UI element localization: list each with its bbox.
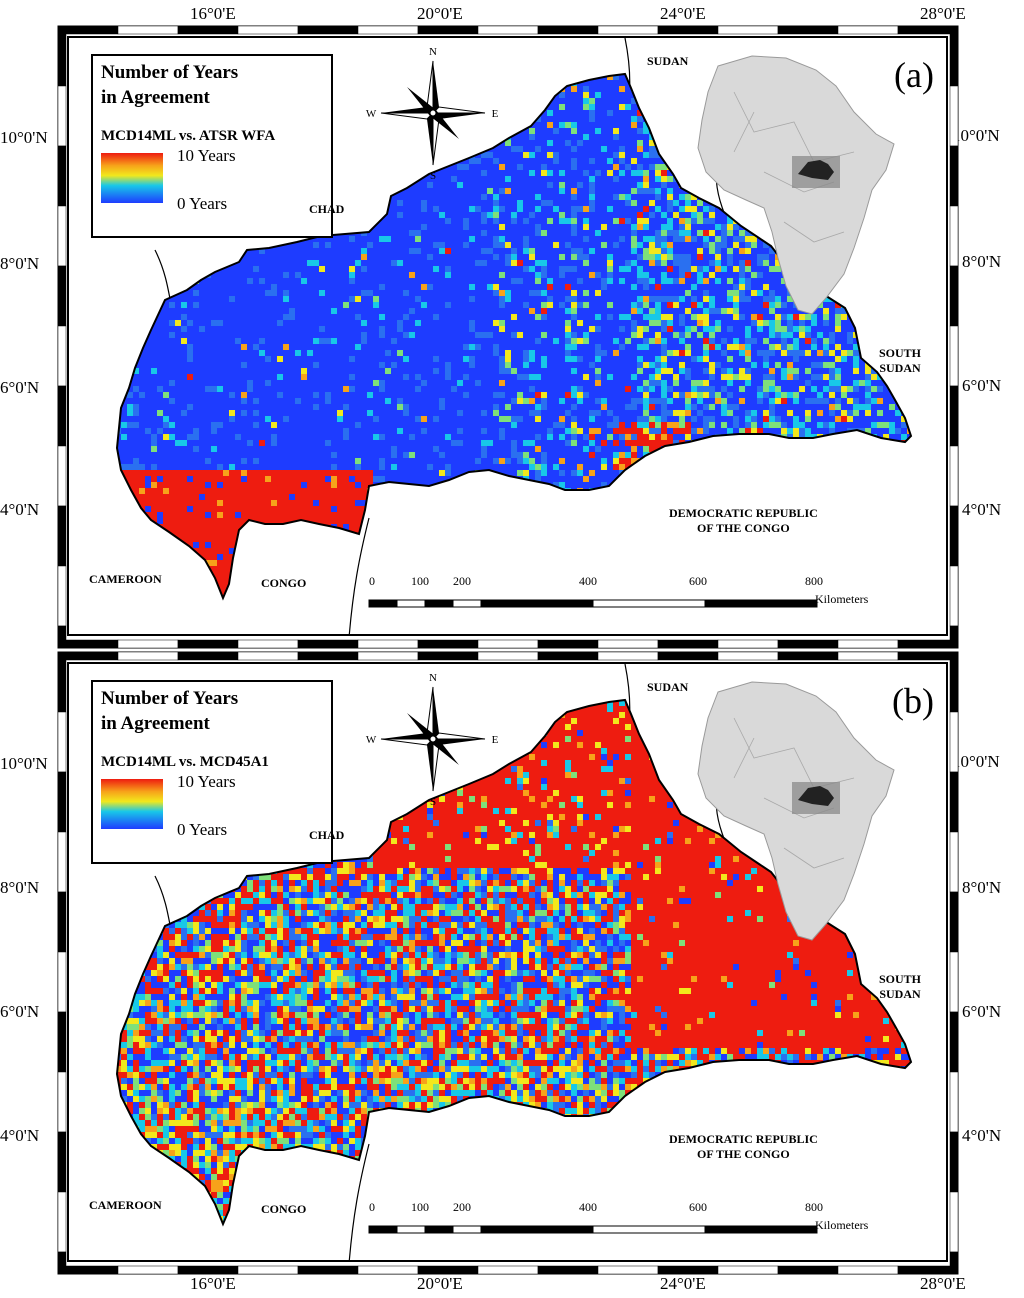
frame-panel-b bbox=[57, 651, 959, 1275]
lon-label-16: 16°0'E bbox=[190, 4, 236, 24]
lat-label-b-left-4: 4°0'N bbox=[0, 1126, 39, 1146]
lat-label-a-right-6: 6°0'N bbox=[962, 376, 1001, 396]
scale-bar-a bbox=[368, 599, 818, 608]
legend-max-a: 10 Years bbox=[177, 146, 236, 166]
lat-label-b-left-8: 8°0'N bbox=[0, 878, 39, 898]
lat-label-b-right-10: 10°0'N bbox=[952, 752, 1000, 772]
legend-title-a: Number of Years in Agreement bbox=[101, 60, 238, 110]
panel-tag-a: (a) bbox=[894, 54, 934, 96]
label-drc-a: DEMOCRATIC REPUBLIC OF THE CONGO bbox=[669, 506, 818, 536]
scale-labels-a: 0 100 200 400 600 800 Kilometers bbox=[369, 574, 929, 606]
legend-comparison-a: MCD14ML vs. ATSR WFA bbox=[101, 128, 275, 145]
lon-label-24: 24°0'E bbox=[660, 4, 706, 24]
label-drc-b: DEMOCRATIC REPUBLIC OF THE CONGO bbox=[669, 1132, 818, 1162]
lon-label-bottom-24: 24°0'E bbox=[660, 1274, 706, 1294]
lat-label-a-right-4: 4°0'N bbox=[962, 500, 1001, 520]
legend-min-b: 0 Years bbox=[177, 820, 227, 840]
lat-label-b-right-6: 6°0'N bbox=[962, 1002, 1001, 1022]
lat-label-b-left-6: 6°0'N bbox=[0, 1002, 39, 1022]
label-chad-a: CHAD bbox=[309, 202, 344, 217]
legend-color-ramp-a bbox=[101, 153, 163, 203]
legend-a: Number of Years in Agreement MCD14ML vs.… bbox=[91, 54, 333, 238]
legend-max-b: 10 Years bbox=[177, 772, 236, 792]
lat-label-a-right-10: 10°0'N bbox=[952, 126, 1000, 146]
lat-label-a-right-8: 8°0'N bbox=[962, 252, 1001, 272]
lon-label-bottom-16: 16°0'E bbox=[190, 1274, 236, 1294]
lat-label-a-left-10: 10°0'N bbox=[0, 128, 48, 148]
africa-inset-b bbox=[697, 681, 895, 941]
legend-color-ramp-b bbox=[101, 779, 163, 829]
legend-b: Number of Years in Agreement MCD14ML vs.… bbox=[91, 680, 333, 864]
lat-label-a-left-8: 8°0'N bbox=[0, 254, 39, 274]
label-sudan-a: SUDAN bbox=[647, 54, 688, 69]
lat-label-b-right-8: 8°0'N bbox=[962, 878, 1001, 898]
label-cameroon-a: CAMEROON bbox=[89, 572, 162, 587]
car-border-b bbox=[115, 698, 913, 1227]
lon-label-20: 20°0'E bbox=[417, 4, 463, 24]
lat-label-a-left-6: 6°0'N bbox=[0, 378, 39, 398]
lat-label-a-left-4: 4°0'N bbox=[0, 500, 39, 520]
legend-comparison-b: MCD14ML vs. MCD45A1 bbox=[101, 754, 269, 771]
scale-labels-b: 0 100 200 400 600 800 Kilometers bbox=[369, 1200, 929, 1232]
lon-label-bottom-28: 28°0'E bbox=[920, 1274, 966, 1294]
lon-label-bottom-20: 20°0'E bbox=[417, 1274, 463, 1294]
label-south-sudan-b: SOUTH SUDAN bbox=[879, 972, 921, 1002]
lat-label-b-right-4: 4°0'N bbox=[962, 1126, 1001, 1146]
label-cameroon-b: CAMEROON bbox=[89, 1198, 162, 1213]
scale-bar-b bbox=[368, 1225, 818, 1234]
label-sudan-b: SUDAN bbox=[647, 680, 688, 695]
frame-panel-a bbox=[57, 25, 959, 649]
panel-tag-b: (b) bbox=[892, 680, 934, 722]
lat-label-b-left-10: 10°0'N bbox=[0, 754, 48, 774]
label-congo-b: CONGO bbox=[261, 1202, 306, 1217]
lon-label-28: 28°0'E bbox=[920, 4, 966, 24]
car-border-a bbox=[115, 72, 913, 601]
label-chad-b: CHAD bbox=[309, 828, 344, 843]
label-congo-a: CONGO bbox=[261, 576, 306, 591]
legend-min-a: 0 Years bbox=[177, 194, 227, 214]
africa-inset-a bbox=[697, 55, 895, 315]
legend-title-b: Number of Years in Agreement bbox=[101, 686, 238, 736]
label-south-sudan-a: SOUTH SUDAN bbox=[879, 346, 921, 376]
